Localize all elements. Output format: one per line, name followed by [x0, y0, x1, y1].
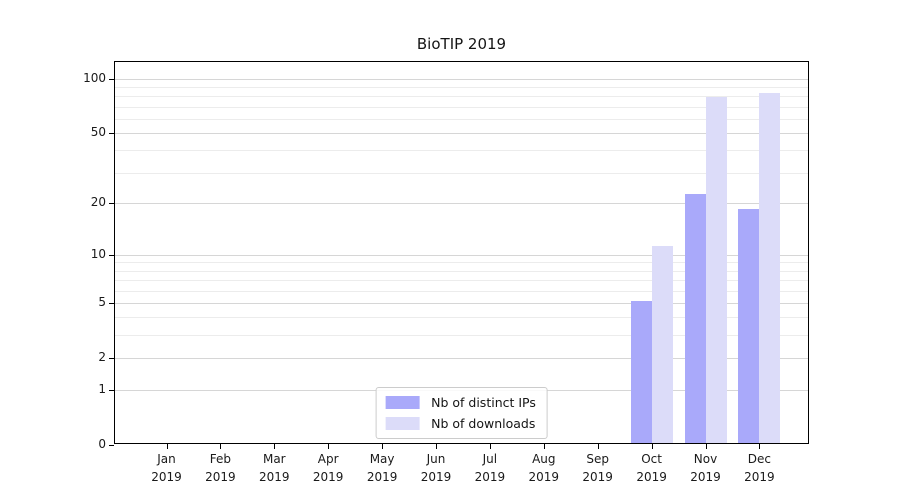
legend-entry-distinct-ips: Nb of distinct IPs [385, 395, 536, 410]
x-axis-tick-label: Jun 2019 [404, 450, 468, 486]
x-label-month: Apr [317, 452, 339, 466]
minor-gridline [115, 290, 808, 292]
major-gridline [115, 78, 808, 80]
minor-gridline [115, 317, 808, 319]
y-axis-tick-label: 20 [90, 195, 106, 210]
x-label-month: Aug [532, 452, 556, 466]
x-axis-tick [489, 444, 491, 449]
x-label-year: 2019 [474, 470, 506, 484]
x-label-year: 2019 [366, 470, 398, 484]
x-label-year: 2019 [205, 470, 236, 484]
x-label-month: Feb [209, 452, 232, 466]
minor-gridline [115, 270, 808, 272]
x-label-year: 2019 [636, 470, 667, 484]
minor-gridline [115, 172, 808, 174]
major-gridline [115, 133, 808, 135]
minor-gridline [115, 335, 808, 337]
x-axis-tick-label: Nov 2019 [674, 450, 738, 486]
x-label-month: Jul [482, 452, 498, 466]
x-axis-tick [274, 444, 276, 449]
y-axis-tick [109, 203, 114, 205]
x-label-month: Nov [693, 452, 718, 466]
x-label-year: 2019 [151, 470, 182, 484]
x-label-year: 2019 [582, 470, 613, 484]
y-axis-tick-label: 50 [90, 125, 106, 140]
y-axis-tick [109, 254, 114, 256]
plot-area: Nb of distinct IPs Nb of downloads 0 1 2 5 1… [83, 61, 809, 484]
x-label-month: May [369, 452, 395, 466]
x-axis-tick [705, 444, 707, 449]
x-axis-tick-label: Jan 2019 [135, 450, 199, 486]
x-label-year: 2019 [312, 470, 344, 484]
legend-swatch-distinct-ips [385, 396, 420, 409]
x-axis-tick [759, 444, 761, 449]
x-label-month: Sep [586, 452, 609, 466]
y-axis-tick [109, 133, 114, 135]
legend: Nb of distinct IPs Nb of downloads [375, 387, 548, 439]
legend-label-downloads: Nb of downloads [431, 416, 536, 431]
minor-gridline [115, 118, 808, 120]
x-axis-tick-label: Dec 2019 [727, 450, 791, 486]
x-axis-tick [166, 444, 168, 449]
bar-downloads [651, 245, 673, 443]
x-axis-tick [328, 444, 330, 449]
y-axis-tick-label: 0 [98, 437, 106, 451]
x-axis-tick [651, 444, 653, 449]
bar-distinct-ips [738, 209, 760, 443]
x-axis-tick [436, 444, 437, 449]
bar-distinct-ips [630, 300, 652, 443]
major-gridline [115, 302, 808, 304]
bar-downloads [759, 93, 781, 443]
x-axis-tick [220, 444, 222, 449]
major-gridline [115, 254, 808, 256]
minor-gridline [115, 96, 808, 98]
x-label-month: Mar [262, 452, 286, 466]
y-axis-tick-label: 10 [90, 246, 106, 261]
x-axis-tick-label: Apr 2019 [296, 450, 360, 486]
minor-gridline [115, 106, 808, 108]
legend-swatch-downloads [385, 417, 420, 430]
y-axis-tick [109, 357, 114, 359]
y-axis-tick-label: 1 [98, 382, 106, 397]
y-axis-tick [109, 302, 114, 304]
legend-label-distinct-ips: Nb of distinct IPs [431, 395, 536, 410]
x-axis-tick-label: Sep 2019 [566, 450, 630, 486]
y-axis-tick [109, 390, 114, 392]
x-label-month: Dec [747, 452, 771, 466]
minor-gridline [115, 262, 808, 264]
x-label-year: 2019 [528, 470, 560, 484]
x-axis-tick-label: Jul 2019 [458, 450, 522, 486]
minor-gridline [115, 280, 808, 282]
x-label-month: Jun [426, 452, 446, 466]
x-label-month: Oct [641, 452, 662, 466]
x-axis-tick-label: Aug 2019 [512, 450, 576, 486]
x-axis-tick [382, 444, 384, 449]
x-axis-tick-label: Feb 2019 [188, 450, 252, 486]
major-gridline [115, 357, 808, 359]
x-axis-tick-label: Mar 2019 [242, 450, 306, 486]
x-axis-tick-label: Oct 2019 [620, 450, 684, 486]
minor-gridline [115, 87, 808, 89]
x-label-year: 2019 [259, 470, 290, 484]
x-label-month: Jan [157, 452, 176, 466]
x-axis-tick-label: May 2019 [350, 450, 414, 486]
legend-entry-downloads: Nb of downloads [385, 416, 536, 431]
x-axis-tick [543, 444, 545, 449]
y-axis-tick [109, 445, 114, 446]
chart-title: BioTIP 2019 [416, 35, 507, 53]
x-label-year: 2019 [744, 470, 775, 484]
y-axis-tick-label: 2 [98, 349, 106, 364]
bar-downloads [705, 97, 727, 443]
x-label-year: 2019 [420, 470, 452, 484]
minor-gridline [115, 150, 808, 152]
x-label-year: 2019 [690, 470, 721, 484]
bar-distinct-ips [684, 194, 706, 443]
y-axis-tick-label: 100 [83, 70, 106, 85]
y-axis-tick [109, 78, 114, 80]
x-axis-tick [597, 444, 599, 449]
y-axis-tick-label: 5 [98, 294, 106, 309]
major-gridline [115, 203, 808, 205]
